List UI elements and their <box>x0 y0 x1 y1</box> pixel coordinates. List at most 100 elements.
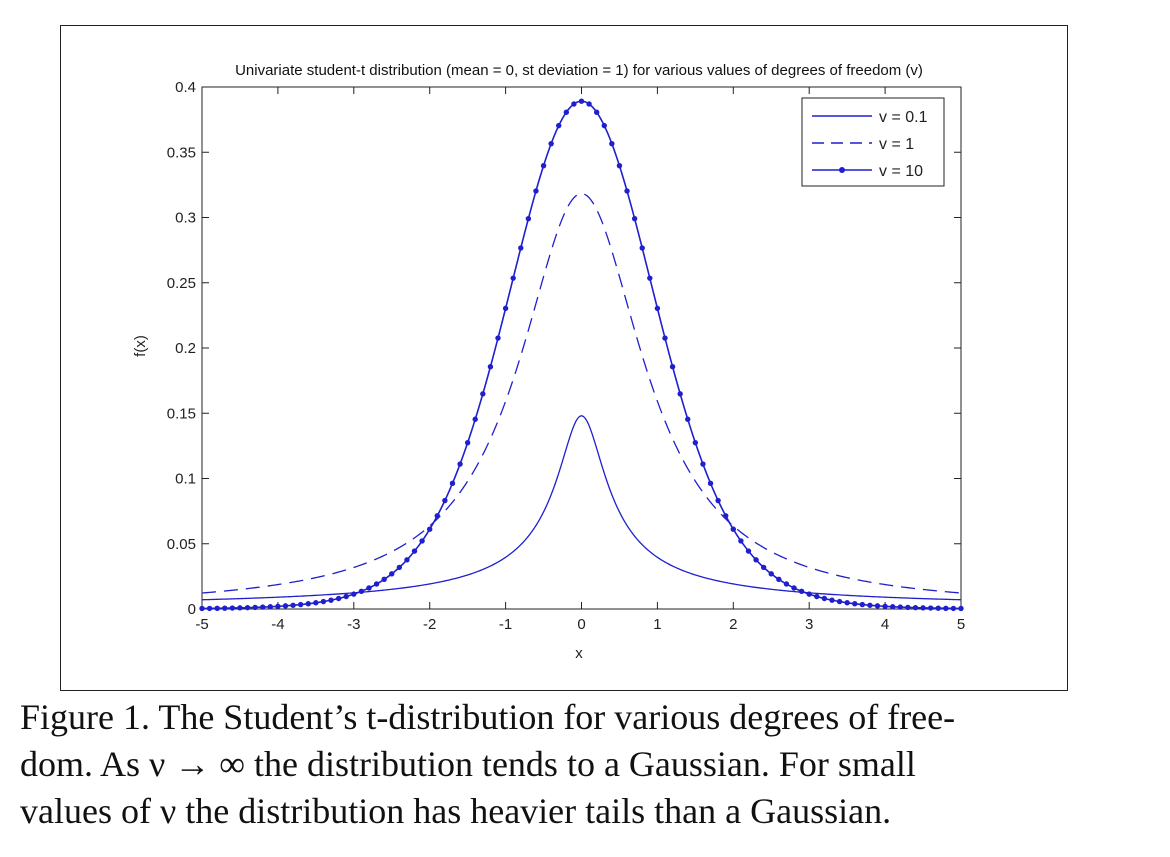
series-marker-3 <box>571 101 577 107</box>
series-marker-3 <box>214 605 220 611</box>
caption-line-1: Figure 1. The Student’s t-distribution f… <box>20 697 956 737</box>
x-tick-label: -3 <box>347 616 360 633</box>
series-marker-3 <box>715 497 721 504</box>
series-marker-3 <box>396 564 403 571</box>
series-marker-3 <box>723 513 729 519</box>
series-marker-3 <box>487 364 494 370</box>
legend-label-2: v = 1 <box>879 136 914 153</box>
series-marker-3 <box>305 601 311 607</box>
x-tick-label: -5 <box>195 616 208 633</box>
series-marker-3 <box>776 576 782 583</box>
series-marker-3 <box>275 603 281 610</box>
series-marker-3 <box>844 600 850 606</box>
series-marker-3 <box>199 605 205 612</box>
y-tick-label: 0.4 <box>175 79 196 96</box>
series-marker-3 <box>616 162 623 169</box>
series-marker-3 <box>358 588 365 595</box>
series-marker-3 <box>798 588 805 595</box>
x-tick-label: -4 <box>271 616 284 633</box>
series-marker-3 <box>556 122 562 129</box>
series-marker-3 <box>578 98 585 104</box>
series-marker-3 <box>290 602 296 608</box>
series-marker-3 <box>654 305 661 312</box>
series-marker-3 <box>237 605 243 611</box>
series-marker-3 <box>222 605 228 611</box>
series-marker-3 <box>464 439 471 446</box>
series-marker-3 <box>320 598 327 605</box>
figure-frame: Univariate student-t distribution (mean … <box>60 25 1068 691</box>
x-tick-label: 5 <box>957 616 965 633</box>
series-marker-3 <box>639 245 645 251</box>
y-tick-label: 0.15 <box>167 405 196 422</box>
series-marker-3 <box>730 526 736 532</box>
series-marker-3 <box>480 391 486 397</box>
series-marker-3 <box>867 602 873 608</box>
series-marker-3 <box>768 571 774 577</box>
series-marker-3 <box>419 538 425 544</box>
series-marker-3 <box>707 480 714 487</box>
series-marker-3 <box>677 391 683 397</box>
legend-marker-3 <box>839 167 845 173</box>
series-marker-3 <box>760 564 767 571</box>
series-marker-3 <box>518 245 524 251</box>
caption-line-2: dom. As ν → ∞ the distribution tends to … <box>20 744 916 784</box>
series-marker-3 <box>889 604 896 610</box>
series-marker-3 <box>905 604 911 611</box>
series-marker-3 <box>669 364 676 370</box>
series-marker-3 <box>563 109 570 115</box>
series-marker-3 <box>882 603 888 610</box>
y-tick-label: 0.05 <box>167 536 196 553</box>
series-line-2 <box>201 192 962 594</box>
series-marker-3 <box>533 188 539 194</box>
series-marker-3 <box>935 605 941 611</box>
series-marker-3 <box>457 461 463 467</box>
series-marker-3 <box>343 593 349 600</box>
series-marker-3 <box>806 591 812 597</box>
series-marker-3 <box>859 601 866 608</box>
x-tick-label: 1 <box>653 616 661 633</box>
series-marker-3 <box>427 526 433 532</box>
x-tick-label: 4 <box>881 616 889 633</box>
y-tick-label: 0.3 <box>175 210 196 227</box>
series-marker-3 <box>548 140 554 147</box>
figure-caption: Figure 1. The Student’s t-distribution f… <box>20 694 1160 835</box>
y-tick-label: 0.1 <box>175 471 196 488</box>
series-marker-3 <box>821 595 828 602</box>
series-marker-3 <box>449 480 456 487</box>
series-marker-3 <box>297 601 304 608</box>
series-marker-3 <box>540 162 547 169</box>
series-marker-3 <box>366 585 372 591</box>
series-marker-3 <box>624 188 630 194</box>
series-marker-3 <box>411 548 418 554</box>
series-marker-3 <box>745 548 752 554</box>
series-marker-3 <box>647 275 653 281</box>
series-marker-3 <box>525 215 532 222</box>
series-marker-3 <box>495 335 501 341</box>
y-tick-label: 0.35 <box>167 144 196 161</box>
series-marker-3 <box>852 601 858 607</box>
series-marker-3 <box>920 605 926 611</box>
series-marker-3 <box>502 305 509 312</box>
series-marker-3 <box>206 605 213 612</box>
caption-line-3: values of ν the distribution has heavier… <box>20 791 892 831</box>
series-marker-3 <box>631 215 638 222</box>
series-marker-3 <box>692 439 699 446</box>
series-marker-3 <box>685 416 691 422</box>
x-tick-label: 2 <box>729 616 737 633</box>
y-tick-label: 0.2 <box>175 340 196 357</box>
series-marker-3 <box>912 604 919 611</box>
series-marker-3 <box>252 604 258 611</box>
series-marker-3 <box>586 101 592 107</box>
series-marker-3 <box>927 605 934 611</box>
series-marker-3 <box>434 513 440 519</box>
series-marker-3 <box>282 603 289 609</box>
series-marker-3 <box>897 604 903 610</box>
series-marker-3 <box>335 595 342 602</box>
series-marker-3 <box>753 557 759 563</box>
x-axis-title: x <box>575 645 583 662</box>
series-marker-3 <box>229 605 236 611</box>
series-marker-3 <box>389 571 395 577</box>
series-marker-3 <box>738 538 744 544</box>
series-marker-3 <box>313 600 319 606</box>
series-marker-3 <box>700 461 706 467</box>
